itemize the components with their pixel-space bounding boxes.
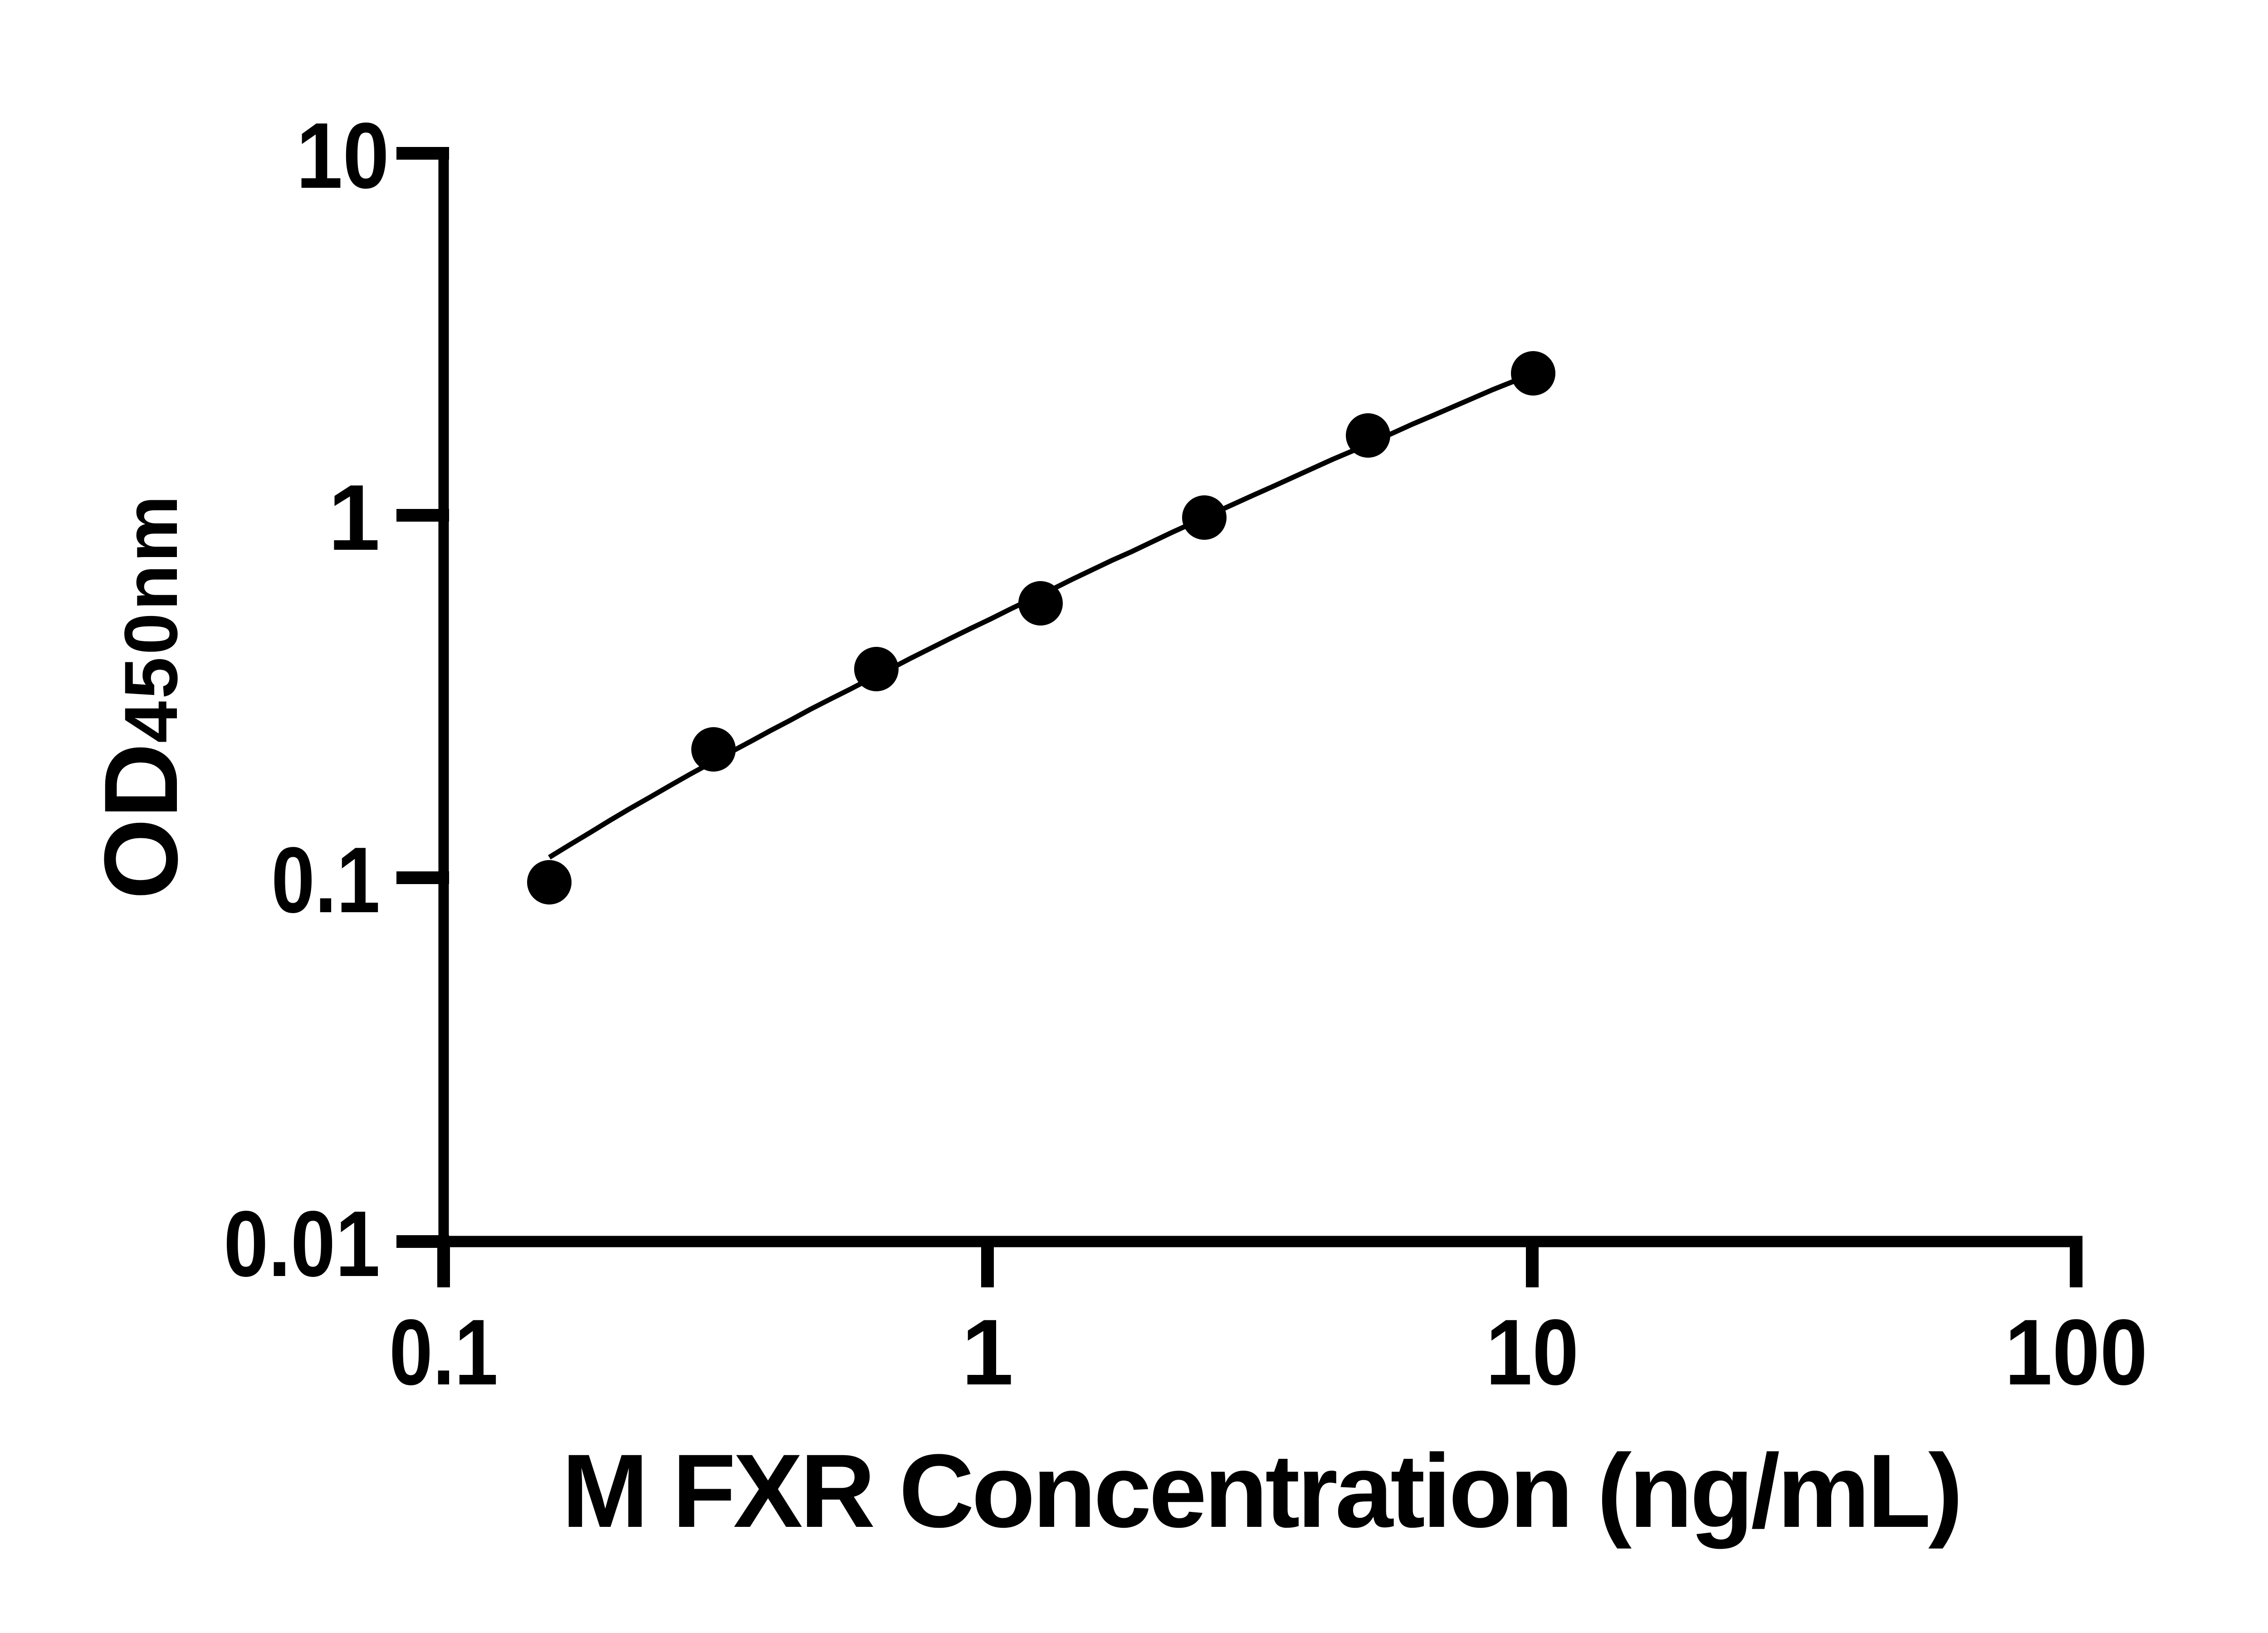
svg-text:M FXR Concentration (ng/mL): M FXR Concentration (ng/mL) [562, 1433, 1960, 1549]
svg-text:1: 1 [962, 1300, 1014, 1404]
svg-text:0.01: 0.01 [224, 1192, 380, 1296]
svg-text:10: 10 [296, 103, 389, 208]
svg-text:10: 10 [1486, 1300, 1579, 1404]
svg-text:1: 1 [328, 465, 380, 570]
svg-text:0.1: 0.1 [389, 1300, 498, 1404]
svg-text:0.1: 0.1 [271, 828, 380, 932]
svg-text:100: 100 [2005, 1300, 2148, 1404]
